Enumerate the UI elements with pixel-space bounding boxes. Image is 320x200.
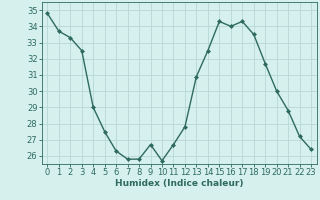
- X-axis label: Humidex (Indice chaleur): Humidex (Indice chaleur): [115, 179, 244, 188]
